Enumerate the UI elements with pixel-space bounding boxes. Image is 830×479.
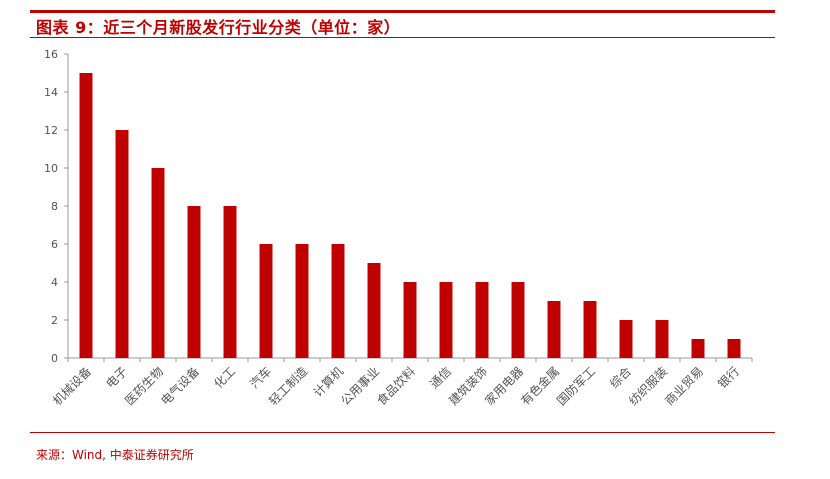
x-tick-label: 有色金属	[518, 364, 563, 409]
y-tick-label: 10	[44, 162, 58, 175]
bar-8	[367, 263, 381, 358]
bars	[79, 73, 741, 358]
y-tick-label: 12	[44, 124, 58, 137]
bar-3	[187, 206, 201, 358]
x-tick-label: 家用电器	[482, 364, 527, 409]
title-top-rule	[30, 10, 775, 13]
x-axis	[67, 357, 753, 362]
x-tick-label: 食品饮料	[374, 364, 419, 409]
x-tick-label: 建筑装饰	[446, 364, 491, 409]
chart-container: 0 2 4 6 8 10 12 14 16 机械设备 电子 医药生物 电气设备 化工 汽车 轻工制造 计算机公…	[30, 40, 790, 425]
bar-15	[619, 320, 633, 358]
chart-title: 图表 9：近三个月新股发行行业分类（单位：家）	[36, 18, 401, 37]
bar-2	[151, 168, 165, 358]
x-tick-label: 电气设备	[158, 364, 203, 409]
x-tick-label: 通信	[427, 364, 454, 391]
bar-4	[223, 206, 237, 358]
x-tick-label: 综合	[607, 364, 635, 392]
y-tick-label: 16	[44, 48, 58, 61]
bar-0	[79, 73, 93, 358]
source-note: 来源：Wind, 中泰证券研究所	[36, 448, 194, 462]
title-bottom-rule	[30, 37, 775, 38]
bar-11	[475, 282, 489, 358]
x-tick-label: 机械设备	[50, 364, 95, 409]
bar-16	[655, 320, 669, 358]
x-tick-label: 纺织服装	[626, 364, 670, 408]
x-tick-label: 国防军工	[554, 364, 599, 409]
x-tick-label: 计算机	[310, 364, 346, 400]
bar-18	[727, 339, 741, 358]
bar-14	[583, 301, 597, 358]
bar-7	[331, 244, 345, 358]
bar-10	[439, 282, 453, 358]
bar-6	[295, 244, 309, 358]
x-tick-label: 银行	[715, 364, 742, 391]
y-tick-label: 0	[51, 352, 58, 365]
x-tick-label: 化工	[211, 364, 238, 391]
y-axis: 0 2 4 6 8 10 12 14 16	[44, 48, 69, 365]
bar-12	[511, 282, 525, 358]
bar-9	[403, 282, 417, 358]
x-tick-label: 轻工制造	[266, 364, 310, 408]
x-tick-label: 公用事业	[338, 364, 382, 408]
y-tick-label: 2	[51, 314, 58, 327]
x-tick-label: 汽车	[247, 364, 275, 392]
bar-13	[547, 301, 561, 358]
y-tick-label: 6	[51, 238, 58, 251]
bar-5	[259, 244, 273, 358]
bar-17	[691, 339, 705, 358]
x-tick-label: 商业贸易	[662, 364, 707, 409]
x-tick-label: 电子	[103, 364, 130, 391]
bar-1	[115, 130, 129, 358]
y-tick-label: 14	[44, 86, 58, 99]
y-tick-label: 8	[51, 200, 58, 213]
footer-rule	[30, 432, 775, 433]
x-tick-label: 医药生物	[122, 364, 166, 408]
y-tick-label: 4	[51, 276, 58, 289]
